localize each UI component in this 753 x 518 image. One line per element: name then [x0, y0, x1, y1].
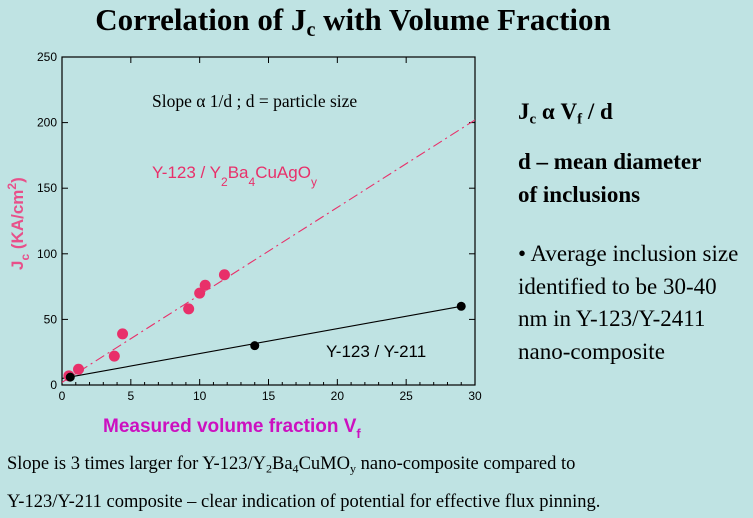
slope-annotation: Slope α 1/d ; d = particle size — [152, 91, 357, 111]
bottom-text-line1: Slope is 3 times larger for Y-123/Y2Ba4C… — [7, 454, 576, 476]
data-point-y2ba4cuagoy — [218, 269, 230, 281]
fit-line-y211 — [61, 305, 462, 379]
data-point-y2ba4cuagoy — [117, 328, 129, 340]
data-point-y2ba4cuagoy — [73, 363, 85, 375]
chart: 0 5 10 15 20 25 30 0 50 100 150 200 250 Slope α 1/d ;… — [5, 50, 482, 440]
x-tick-label: 20 — [331, 389, 345, 403]
x-tick-label: 0 — [59, 389, 66, 403]
fit-line-y2ba4cuagoy — [61, 119, 476, 383]
series-label-y2ba4cuagoy: Y-123 / Y2Ba4CuAgOy — [152, 163, 317, 189]
y-axis-label: Jc (KA/cm2) — [5, 177, 32, 270]
d-definition: d – mean diameter of inclusions — [518, 149, 702, 207]
data-point-y211 — [65, 372, 75, 382]
y-tick-label: 250 — [37, 50, 57, 64]
jc-equation: Jc α Vf / d — [518, 99, 613, 128]
y-tick-label: 0 — [50, 378, 57, 392]
data-point-y2ba4cuagoy — [194, 287, 206, 299]
x-axis-label: Measured volume fraction Vf — [103, 416, 361, 440]
slide-title: Correlation of Jc with Volume Fraction — [95, 2, 611, 42]
x-tick-label: 10 — [193, 389, 207, 403]
y-tick-label: 100 — [37, 247, 57, 261]
y-tick-label: 200 — [37, 116, 57, 130]
x-tick-label: 15 — [262, 389, 276, 403]
average-inclusion-text: • Average inclusion size identified to b… — [518, 241, 739, 364]
data-point-y2ba4cuagoy — [183, 303, 195, 315]
x-tick-label: 5 — [127, 389, 134, 403]
data-point-y211 — [250, 341, 260, 351]
x-tick-label: 30 — [468, 389, 482, 403]
y-tick-label: 50 — [44, 312, 58, 326]
data-point-y2ba4cuagoy — [199, 279, 211, 291]
data-point-y211 — [456, 301, 466, 311]
y-tick-label: 150 — [37, 181, 57, 195]
x-tick-label: 25 — [399, 389, 413, 403]
series-label-y211: Y-123 / Y-211 — [326, 342, 426, 361]
data-point-y2ba4cuagoy — [108, 350, 120, 362]
bottom-text-line2: Y-123/Y-211 composite – clear indication… — [7, 492, 601, 512]
